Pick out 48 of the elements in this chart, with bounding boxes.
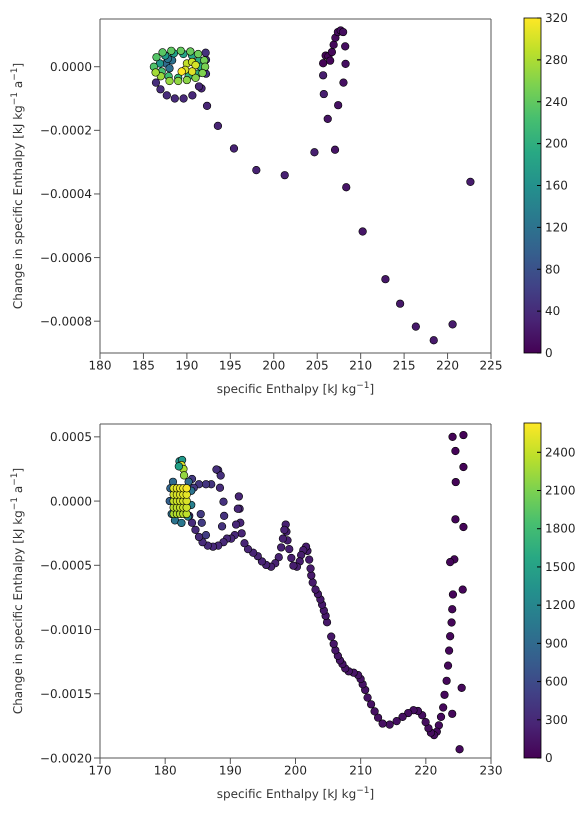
color-bar-label: 160 xyxy=(545,178,568,192)
color-bar-label: 240 xyxy=(545,94,568,109)
color-bar-label: 120 xyxy=(545,220,568,234)
y-tick-label: −0.0005 xyxy=(40,558,92,573)
color-bar-label: 2100 xyxy=(545,484,576,498)
color-bar-label: 320 xyxy=(545,11,568,25)
color-bar-label: 1500 xyxy=(545,560,576,574)
x-tick-label: 225 xyxy=(480,358,502,373)
x-tick-label: 200 xyxy=(262,358,286,373)
color-bar-label: 0 xyxy=(545,751,553,765)
y-tick-label: −0.0004 xyxy=(40,187,92,202)
y-tick-label: 0.0005 xyxy=(50,430,92,444)
color-bar-label: 0 xyxy=(545,346,553,360)
x-tick-label: 190 xyxy=(218,764,242,778)
y-tick-label: −0.0002 xyxy=(40,124,92,138)
color-bar-label: 1200 xyxy=(545,598,576,612)
y-tick-label: −0.0008 xyxy=(40,314,92,328)
x-axis-title: specific Enthalpy [kJ kg$^{−1}$] xyxy=(216,381,374,396)
color-bar-label: 80 xyxy=(545,262,560,276)
x-tick-label: 210 xyxy=(349,358,372,373)
color-bar-label: 1800 xyxy=(545,522,576,536)
color-bar-label: 40 xyxy=(545,304,560,318)
color-bar-label: 200 xyxy=(545,136,568,151)
x-tick-label: 215 xyxy=(392,358,416,373)
x-tick-label: 220 xyxy=(436,358,460,373)
x-tick-label: 220 xyxy=(414,764,438,778)
y-tick-label: −0.0010 xyxy=(40,622,92,637)
x-tick-label: 190 xyxy=(175,358,198,373)
color-bar-label: 600 xyxy=(545,674,568,689)
color-bar-label: 900 xyxy=(545,636,568,650)
y-tick-label: −0.0020 xyxy=(40,751,92,766)
x-axis-title: specific Enthalpy [kJ kg$^{−1}$] xyxy=(216,786,374,801)
x-tick-label: 205 xyxy=(306,358,329,373)
y-tick-label: 0.0000 xyxy=(50,60,92,74)
y-tick-label: −0.0006 xyxy=(40,250,92,265)
color-bar-label: 2400 xyxy=(545,445,576,460)
x-tick-label: 200 xyxy=(284,764,307,778)
x-tick-label: 195 xyxy=(218,358,242,373)
y-tick-label: −0.0015 xyxy=(40,687,92,702)
x-tick-label: 170 xyxy=(88,764,112,778)
x-tick-label: 180 xyxy=(88,358,112,373)
x-tick-label: 210 xyxy=(349,764,372,778)
x-tick-label: 180 xyxy=(154,764,177,778)
y-tick-label: 0.0000 xyxy=(50,494,92,508)
color-bar-label: 300 xyxy=(545,712,568,727)
x-tick-label: 185 xyxy=(132,358,155,373)
color-bar-label: 280 xyxy=(545,52,568,67)
x-tick-label: 230 xyxy=(480,764,502,778)
